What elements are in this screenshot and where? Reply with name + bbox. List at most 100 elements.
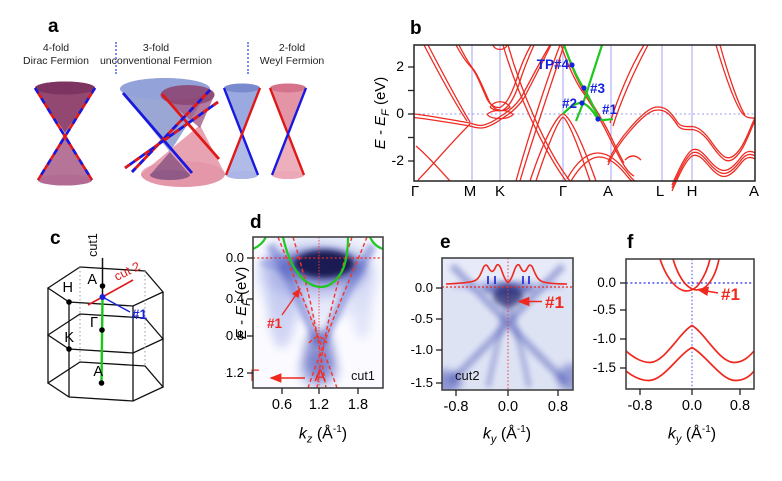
panel-d-x-axis-title: kz (Å-1) — [298, 424, 348, 446]
gamma-point — [99, 327, 105, 333]
svg-text:0.0: 0.0 — [226, 250, 244, 265]
svg-text:H: H — [63, 280, 73, 296]
panel-d-label: d — [250, 212, 262, 233]
p3-label: #3 — [590, 81, 606, 96]
p1-arrow — [281, 287, 301, 316]
svg-text:K: K — [64, 330, 74, 346]
tp4-label: TP#4 — [537, 57, 570, 72]
axis-ticks — [247, 257, 359, 394]
column-header-unconventional: 3-fold unconventional Fermion — [93, 42, 219, 68]
crossing-1-dot — [595, 116, 601, 122]
panel-f-x-axis-title: ky (Å-1) — [667, 424, 717, 446]
svg-text:0.0: 0.0 — [597, 275, 616, 290]
cut1-tag: cut1 — [351, 369, 375, 383]
svg-text:-1.5: -1.5 — [593, 360, 616, 375]
green-fit-band — [253, 237, 383, 289]
panel-a-fermion-types: 4-fold Dirac Fermion 3-fold unconvention… — [10, 18, 362, 200]
crossing-3-dot — [581, 85, 587, 91]
column-header-weyl: 2-fold Weyl Fermion — [246, 42, 338, 68]
svg-text:A: A — [603, 183, 613, 200]
svg-text:0.8: 0.8 — [548, 399, 568, 415]
red-bands — [413, 44, 756, 192]
svg-text:Γ: Γ — [90, 315, 98, 331]
svg-text:-0.8: -0.8 — [225, 328, 244, 343]
svg-text:L: L — [656, 183, 664, 200]
weyl-cone-blue — [222, 83, 262, 179]
dirac-cone-4fold — [33, 81, 97, 186]
plot-frame — [252, 236, 384, 389]
panel-c-label: c — [50, 228, 61, 249]
svg-text:A: A — [749, 183, 759, 200]
axis-ticks — [620, 282, 741, 395]
plot-frame — [625, 258, 755, 390]
triple-point-markers — [569, 62, 601, 122]
svg-text:0: 0 — [396, 105, 404, 121]
p2-label: #2 — [562, 96, 577, 111]
panel-c-brillouin-zone: A H Γ K A cut1 cut 2 #1 — [35, 228, 225, 438]
crossing-2-dot — [579, 100, 585, 106]
y-tick-labels: 0.0 -0.4 -0.8 -1.2 — [222, 250, 244, 380]
p1-label: #1 — [721, 285, 740, 304]
svg-text:Γ: Γ — [411, 183, 419, 200]
fermion-type-label: Dirac Fermion — [23, 54, 89, 67]
p1-point — [99, 294, 106, 300]
brillouin-zone-diagram: A H Γ K A cut1 cut 2 #1 — [46, 233, 165, 402]
fermion-type-label: Weyl Fermion — [259, 54, 325, 67]
crossing-labels: TP#4 #3 #2 #1 — [537, 57, 618, 117]
panel-a-label: a — [48, 16, 59, 37]
a-bottom-point — [98, 380, 105, 386]
p1-label: #1 — [267, 316, 283, 331]
high-symmetry-points — [66, 283, 106, 386]
gamma-direction-label: Γ — [250, 366, 259, 385]
y-tick-labels: 0.0 -0.5 -1.0 -1.5 — [593, 275, 616, 375]
y-tick-labels: 2 0 -2 — [392, 58, 405, 168]
fold-degeneracy-label: 4-fold — [42, 42, 70, 54]
svg-text:Γ: Γ — [559, 183, 567, 200]
p1-label: #1 — [545, 293, 564, 312]
svg-text:-0.5: -0.5 — [411, 311, 433, 326]
y-tick-labels: 0.0 -0.5 -1.0 -1.5 — [411, 280, 433, 390]
mdc-curve — [445, 263, 568, 285]
svg-text:K: K — [495, 183, 505, 200]
svg-text:-2: -2 — [392, 152, 405, 168]
arpes-cut2-plot: #1 cut2 0.0 -0.5 -1.0 -1.5 -0.8 0.0 0.8 — [411, 257, 574, 415]
calculated-bands-plot: #1 0.0 -0.5 -1.0 -1.5 -0.8 0.0 0.8 — [593, 258, 755, 414]
p1-label: #1 — [132, 307, 148, 322]
column-divider — [247, 42, 249, 74]
cut2-label: cut 2 — [112, 259, 143, 283]
panel-d-arpes-cut1: #1 Γ A cut1 0.0 -0.4 -0.8 -1.2 0.6 1.2 1… — [222, 215, 393, 430]
gamma-a-green-line — [100, 296, 104, 384]
cut2-line — [87, 279, 134, 306]
panel-e-arpes-cut2: #1 cut2 0.0 -0.5 -1.0 -1.5 -0.8 0.0 0.8 — [400, 230, 595, 445]
svg-text:0.0: 0.0 — [415, 280, 433, 295]
weyl-cone-red — [268, 83, 308, 179]
svg-text:-1.2: -1.2 — [225, 365, 244, 380]
svg-text:A: A — [93, 364, 103, 380]
svg-text:-1.0: -1.0 — [593, 331, 616, 346]
p1-label: #1 — [602, 102, 618, 117]
svg-text:0.6: 0.6 — [272, 397, 292, 413]
a-top-point — [99, 283, 106, 289]
plot-frame — [413, 44, 756, 182]
svg-text:-0.8: -0.8 — [444, 399, 469, 415]
svg-text:0.8: 0.8 — [730, 398, 750, 414]
fermion-type-label: unconventional Fermion — [99, 54, 213, 67]
panel-b-label: b — [410, 18, 422, 39]
svg-text:-1.0: -1.0 — [411, 342, 433, 357]
svg-text:M: M — [464, 183, 477, 200]
a-point-label: A — [314, 366, 326, 385]
fold-degeneracy-label: 2-fold — [278, 42, 306, 54]
k-point — [66, 346, 72, 352]
fermion-cones-diagram — [33, 78, 308, 187]
panel-b-band-structure: TP#4 #3 #2 #1 2 0 -2 Γ M K Γ A — [370, 20, 782, 212]
panel-f-label: f — [627, 232, 634, 253]
unconventional-cone-3fold — [120, 78, 225, 187]
svg-text:-0.4: -0.4 — [225, 291, 244, 306]
band-structure-plot: TP#4 #3 #2 #1 2 0 -2 Γ M K Γ A — [392, 44, 759, 200]
svg-text:A: A — [87, 272, 97, 288]
axis-ticks — [436, 287, 559, 396]
column-header-dirac: 4-fold Dirac Fermion — [10, 42, 102, 68]
triple-point-tp4-dot — [569, 62, 575, 68]
svg-text:H: H — [687, 183, 698, 200]
